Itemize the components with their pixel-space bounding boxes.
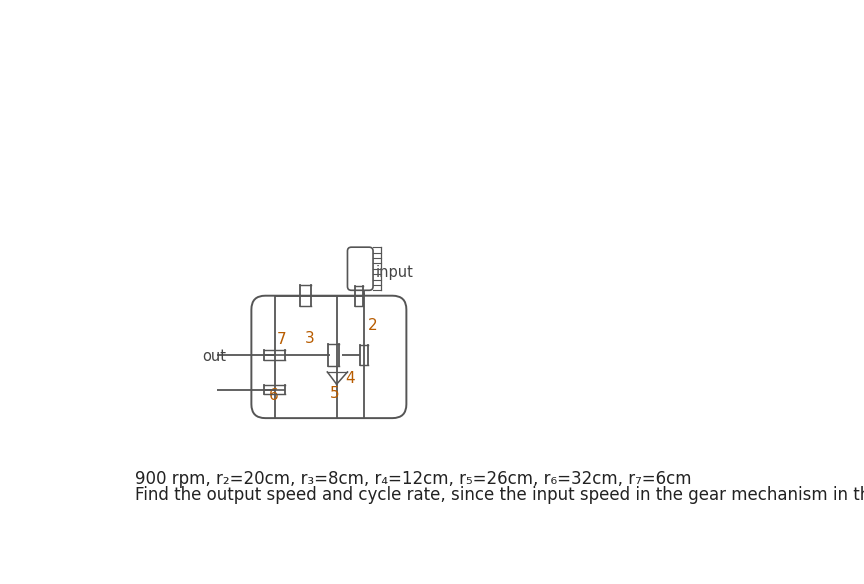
- Text: 4: 4: [345, 371, 355, 385]
- Text: input: input: [375, 265, 413, 280]
- Text: 6: 6: [269, 388, 278, 402]
- Text: Find the output speed and cycle rate, since the input speed in the gear mechanis: Find the output speed and cycle rate, si…: [135, 486, 864, 504]
- Text: 7: 7: [277, 332, 287, 347]
- Text: 3: 3: [305, 331, 314, 346]
- Text: out: out: [202, 349, 226, 364]
- Text: 900 rpm, r₂=20cm, r₃=8cm, r₄=12cm, r₅=26cm, r₆=32cm, r₇=6cm: 900 rpm, r₂=20cm, r₃=8cm, r₄=12cm, r₅=26…: [135, 471, 691, 488]
- Text: 2: 2: [367, 318, 378, 333]
- Text: 5: 5: [330, 386, 340, 401]
